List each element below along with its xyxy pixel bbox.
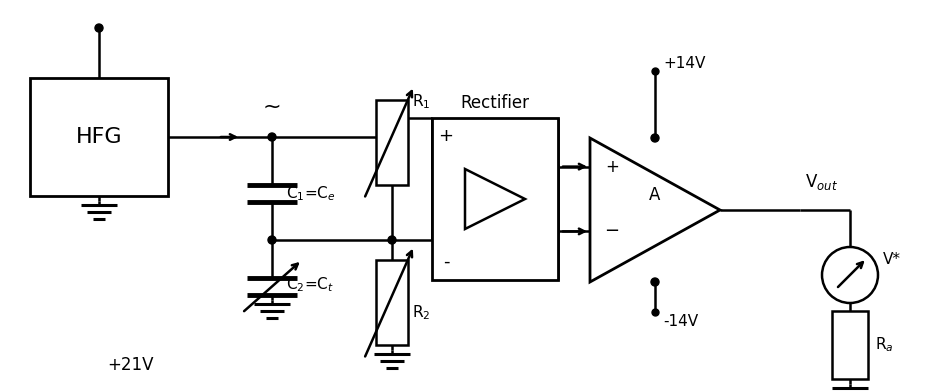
Bar (832, 311, 868, 379)
Text: −: − (605, 222, 620, 240)
Bar (30, 78, 168, 196)
Circle shape (388, 236, 396, 244)
Text: R$_a$: R$_a$ (875, 335, 894, 354)
Text: +21V: +21V (107, 356, 154, 374)
Circle shape (268, 133, 276, 141)
Circle shape (95, 24, 103, 32)
Circle shape (268, 236, 276, 244)
Circle shape (651, 278, 659, 286)
Bar (376, 260, 408, 345)
Text: A: A (650, 186, 661, 204)
Text: R$_2$: R$_2$ (412, 303, 431, 322)
Text: R$_1$: R$_1$ (412, 92, 431, 111)
Text: +14V: +14V (663, 56, 706, 70)
Bar (432, 118, 558, 280)
Text: V$_{out}$: V$_{out}$ (805, 172, 838, 192)
Text: +: + (438, 127, 454, 145)
Text: HFG: HFG (76, 127, 123, 147)
Text: ~: ~ (263, 97, 282, 117)
Text: +: + (605, 158, 619, 176)
Text: Rectifier: Rectifier (461, 94, 530, 112)
Text: V*: V* (883, 252, 901, 267)
Text: C$_2$=C$_t$: C$_2$=C$_t$ (286, 275, 334, 294)
Bar (376, 100, 408, 185)
Text: C$_1$=C$_e$: C$_1$=C$_e$ (286, 184, 336, 203)
Text: -: - (443, 253, 449, 271)
Text: -14V: -14V (663, 314, 698, 330)
Circle shape (651, 134, 659, 142)
